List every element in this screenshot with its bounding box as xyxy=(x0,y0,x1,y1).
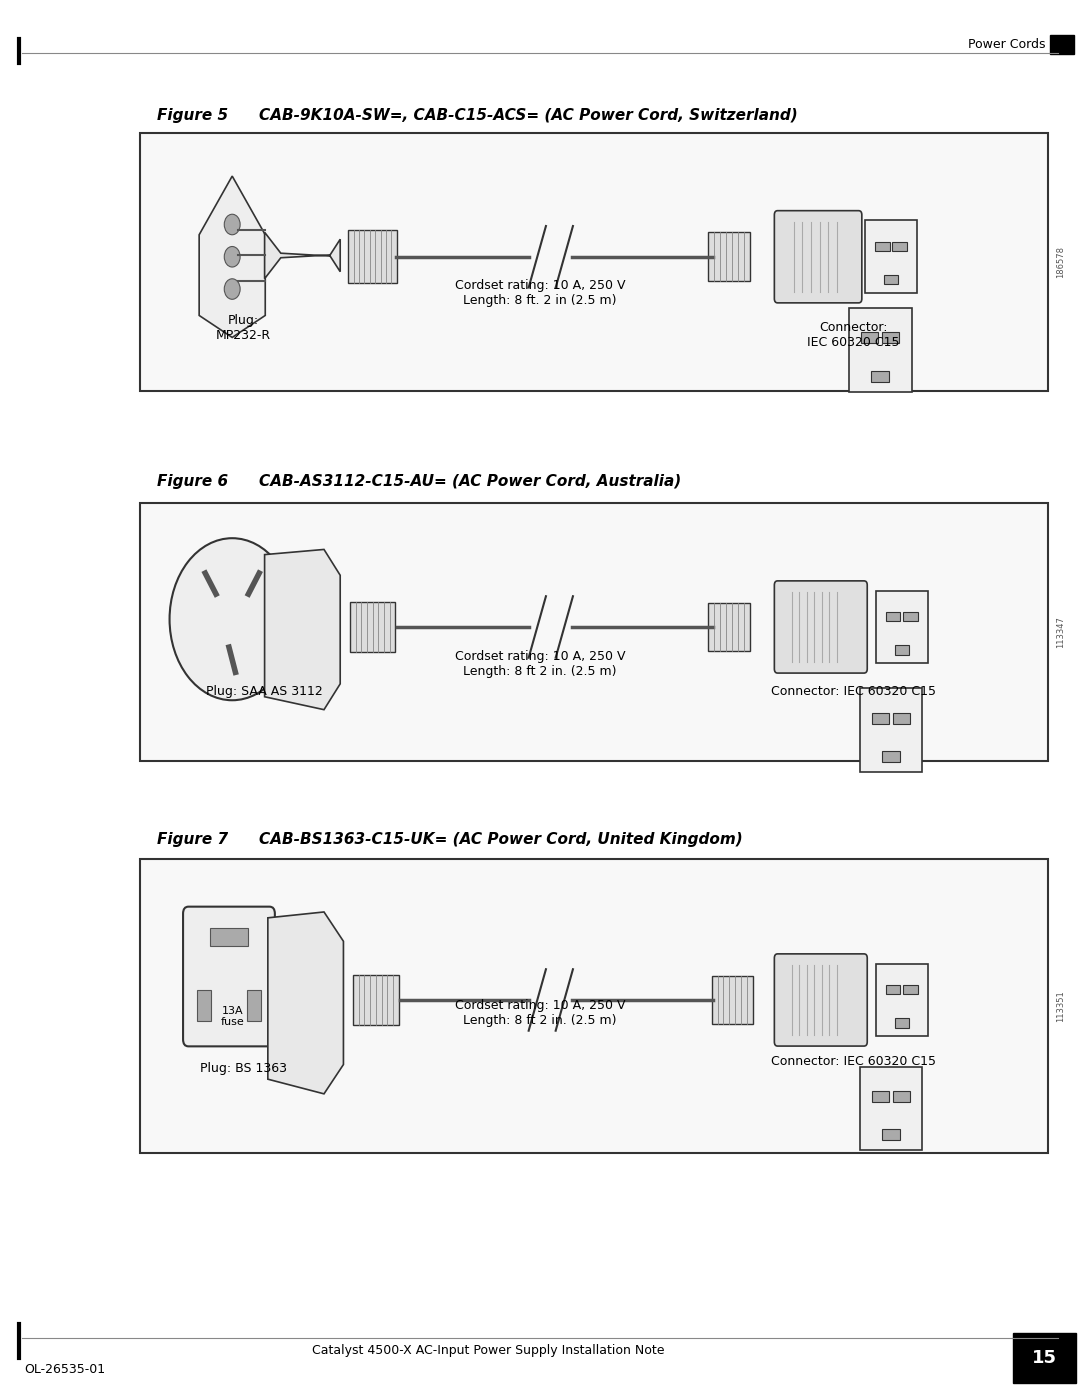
Text: CAB-AS3112-C15-AU= (AC Power Cord, Australia): CAB-AS3112-C15-AU= (AC Power Cord, Austr… xyxy=(259,474,681,489)
Bar xyxy=(894,1018,909,1028)
Text: CAB-9K10A-SW=, CAB-C15-ACS= (AC Power Cord, Switzerland): CAB-9K10A-SW=, CAB-C15-ACS= (AC Power Co… xyxy=(259,108,798,123)
Bar xyxy=(876,964,928,1037)
Text: Cordset rating: 10 A, 250 V
Length: 8 ft 2 in. (2.5 m): Cordset rating: 10 A, 250 V Length: 8 ft… xyxy=(455,650,625,678)
Bar xyxy=(886,612,901,622)
Bar xyxy=(865,221,917,293)
Text: Figure 7: Figure 7 xyxy=(157,831,228,847)
Polygon shape xyxy=(268,912,343,1094)
Bar xyxy=(883,275,899,285)
Bar xyxy=(712,975,753,1024)
Bar xyxy=(860,1067,922,1151)
Bar xyxy=(872,712,889,724)
Bar xyxy=(247,990,261,1021)
Bar xyxy=(892,242,907,251)
Bar xyxy=(872,370,889,381)
FancyBboxPatch shape xyxy=(774,581,867,673)
Text: Connector:
IEC 60320 C15: Connector: IEC 60320 C15 xyxy=(807,321,900,349)
Text: Connector: IEC 60320 C15: Connector: IEC 60320 C15 xyxy=(771,685,935,697)
Text: Catalyst 4500-X AC-Input Power Supply Installation Note: Catalyst 4500-X AC-Input Power Supply In… xyxy=(312,1344,664,1358)
Polygon shape xyxy=(265,232,340,279)
FancyBboxPatch shape xyxy=(140,859,1048,1153)
Text: Plug: BS 1363: Plug: BS 1363 xyxy=(200,1062,286,1074)
Bar xyxy=(210,928,248,946)
Polygon shape xyxy=(265,549,340,710)
Bar xyxy=(350,602,395,652)
Bar xyxy=(894,645,909,655)
Bar xyxy=(886,985,901,995)
Text: CAB-BS1363-C15-UK= (AC Power Cord, United Kingdom): CAB-BS1363-C15-UK= (AC Power Cord, Unite… xyxy=(259,831,743,847)
Bar xyxy=(882,752,900,763)
Bar xyxy=(876,591,928,664)
Text: Cordset rating: 10 A, 250 V
Length: 8 ft. 2 in (2.5 m): Cordset rating: 10 A, 250 V Length: 8 ft… xyxy=(455,279,625,307)
Circle shape xyxy=(225,246,240,267)
Text: Plug: SAA AS 3112: Plug: SAA AS 3112 xyxy=(206,685,323,697)
FancyBboxPatch shape xyxy=(184,907,274,1046)
Bar xyxy=(708,232,750,281)
Text: 13A
fuse: 13A fuse xyxy=(220,1006,244,1027)
Bar xyxy=(849,307,912,391)
FancyBboxPatch shape xyxy=(774,954,867,1046)
Text: 113351: 113351 xyxy=(1056,990,1065,1021)
Bar xyxy=(872,1091,889,1102)
FancyBboxPatch shape xyxy=(774,211,862,303)
Bar xyxy=(1050,35,1074,54)
Bar xyxy=(893,712,910,724)
Text: Connector: IEC 60320 C15: Connector: IEC 60320 C15 xyxy=(771,1055,935,1067)
Text: Plug:
MP232-R: Plug: MP232-R xyxy=(215,314,271,342)
Text: Figure 6: Figure 6 xyxy=(157,474,228,489)
Circle shape xyxy=(225,279,240,299)
Bar xyxy=(861,332,878,344)
FancyBboxPatch shape xyxy=(140,503,1048,761)
Text: OL-26535-01: OL-26535-01 xyxy=(24,1362,105,1376)
Bar xyxy=(1013,1333,1076,1383)
Text: 15: 15 xyxy=(1031,1350,1057,1366)
Bar xyxy=(860,689,922,773)
Circle shape xyxy=(170,538,295,700)
Bar xyxy=(882,1129,900,1140)
Bar xyxy=(353,975,399,1025)
Bar xyxy=(893,1091,910,1102)
FancyBboxPatch shape xyxy=(140,133,1048,391)
Bar xyxy=(708,602,750,651)
Bar xyxy=(882,332,900,344)
Text: 113347: 113347 xyxy=(1056,616,1065,648)
Circle shape xyxy=(225,214,240,235)
Bar xyxy=(903,985,918,995)
Polygon shape xyxy=(199,176,266,338)
Text: Cordset rating: 10 A, 250 V
Length: 8 ft 2 in. (2.5 m): Cordset rating: 10 A, 250 V Length: 8 ft… xyxy=(455,999,625,1027)
Text: Figure 5: Figure 5 xyxy=(157,108,228,123)
Bar xyxy=(197,990,211,1021)
Text: Power Cords: Power Cords xyxy=(968,38,1045,52)
Bar xyxy=(875,242,890,251)
Text: 186578: 186578 xyxy=(1056,246,1065,278)
Bar xyxy=(348,231,396,284)
Bar xyxy=(903,612,918,622)
